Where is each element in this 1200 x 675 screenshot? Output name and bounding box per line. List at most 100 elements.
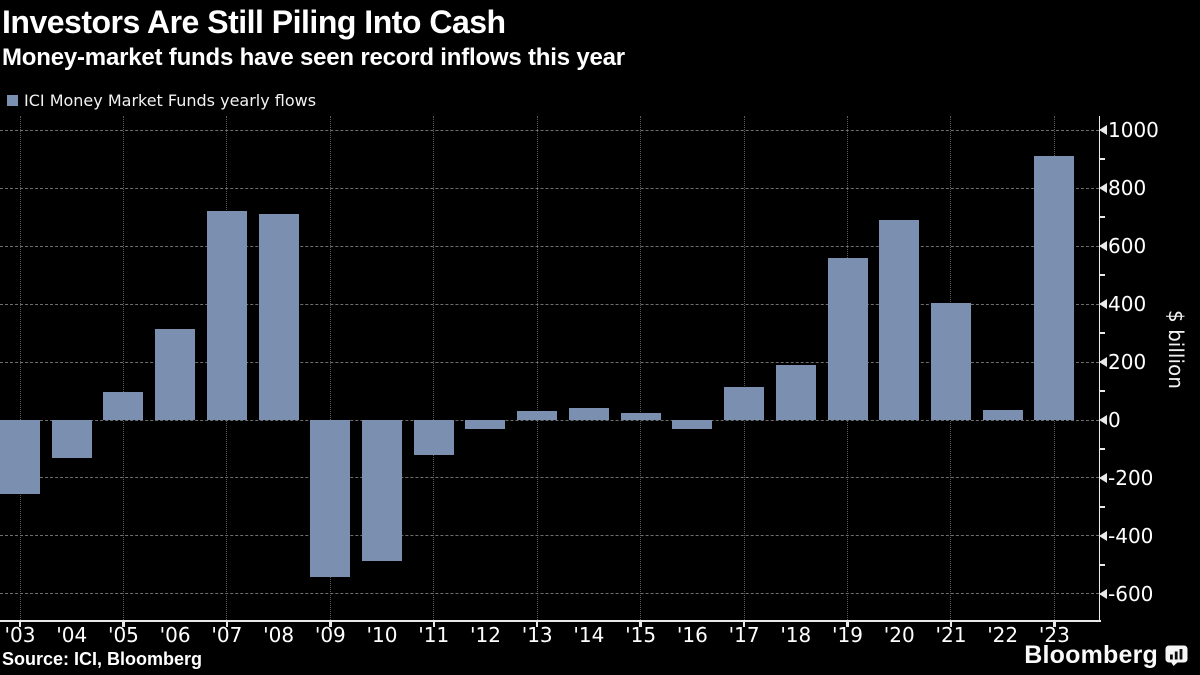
bar [517, 411, 558, 421]
bar [879, 220, 920, 420]
y-minor-tick [1099, 332, 1105, 335]
y-tick-label: -400 [1108, 523, 1154, 548]
h-gridline [0, 129, 1099, 131]
x-tick-label: '14 [573, 623, 605, 647]
bar [103, 392, 144, 421]
bar [930, 302, 971, 421]
x-tick [535, 621, 539, 627]
x-tick-label: '15 [625, 623, 657, 647]
x-tick [639, 621, 642, 627]
y-major-tick [1099, 472, 1107, 483]
y-major-tick [1099, 125, 1107, 136]
x-tick-label: '18 [780, 623, 812, 647]
bar [206, 211, 247, 420]
x-tick [846, 621, 849, 627]
page-title: Investors Are Still Piling Into Cash [2, 4, 506, 40]
h-gridline [0, 419, 1099, 421]
x-tick [432, 621, 435, 627]
v-gridline [536, 116, 538, 620]
bar [724, 386, 765, 421]
x-tick [949, 621, 953, 627]
y-major-tick [1099, 241, 1107, 252]
x-tick-label: '06 [159, 623, 191, 647]
bar [827, 257, 868, 421]
x-tick-label: '20 [883, 623, 915, 647]
bar [0, 420, 40, 494]
bar [310, 420, 351, 577]
x-tick-label: '21 [935, 623, 967, 647]
v-gridline [433, 116, 435, 620]
bar [465, 420, 506, 429]
bar [982, 409, 1023, 421]
chart-subtitle: Money-market funds have seen record infl… [2, 44, 625, 71]
x-tick-label: '12 [469, 623, 501, 647]
bar [620, 412, 661, 420]
legend: ICI Money Market Funds yearly flows [7, 91, 316, 110]
h-gridline [0, 187, 1099, 189]
x-tick-label: '17 [728, 623, 760, 647]
x-tick-label: '11 [418, 623, 450, 647]
x-tick-label: '22 [987, 623, 1019, 647]
bar [1034, 156, 1075, 421]
bar [362, 420, 403, 561]
h-gridline [0, 303, 1099, 305]
y-tick-label: -600 [1108, 581, 1154, 606]
x-tick-label: '09 [314, 623, 346, 647]
y-tick-label: -200 [1108, 465, 1154, 490]
y-tick-label: 200 [1108, 350, 1147, 375]
bar [258, 214, 299, 420]
x-tick-label: '13 [521, 623, 553, 647]
h-gridline [0, 593, 1099, 595]
y-axis-line [1098, 116, 1100, 622]
y-major-tick [1099, 588, 1107, 599]
bar [155, 328, 196, 420]
v-gridline [19, 116, 21, 620]
x-tick-label: '10 [366, 623, 398, 647]
x-tick [18, 621, 22, 627]
x-tick-label: '19 [832, 623, 863, 647]
bloomberg-wordmark: Bloomberg [1024, 641, 1158, 669]
x-tick [742, 621, 746, 627]
y-minor-tick [1099, 274, 1105, 277]
bar [51, 420, 92, 458]
v-gridline [743, 116, 745, 620]
x-tick-label: '16 [676, 623, 708, 647]
x-tick [1053, 621, 1056, 627]
source-note: Source: ICI, Bloomberg [2, 649, 203, 669]
bar [672, 420, 713, 429]
y-minor-tick [1099, 390, 1105, 393]
bar [775, 364, 816, 421]
y-minor-tick [1099, 563, 1105, 566]
x-tick-label: '05 [107, 623, 139, 647]
y-minor-tick [1099, 216, 1105, 219]
bloomberg-terminal-icon [1165, 645, 1188, 666]
y-tick-label: 0 [1108, 408, 1121, 433]
y-tick-label: 800 [1108, 176, 1147, 201]
y-tick-label: 1000 [1108, 118, 1159, 143]
x-tick [225, 621, 229, 627]
y-major-tick [1099, 299, 1107, 310]
h-gridline [0, 477, 1099, 479]
h-gridline [0, 361, 1099, 363]
y-major-tick [1099, 415, 1107, 426]
legend-swatch-icon [7, 95, 18, 106]
y-axis-title: $ billion [1164, 310, 1188, 389]
v-gridline [329, 116, 331, 620]
h-gridline [0, 245, 1099, 247]
y-major-tick [1099, 357, 1107, 368]
y-major-tick [1099, 530, 1107, 541]
x-tick [122, 621, 125, 627]
v-gridline [640, 116, 642, 620]
bar [413, 420, 454, 455]
y-tick-label: 400 [1108, 292, 1147, 317]
y-major-tick [1099, 183, 1107, 194]
v-gridline [122, 116, 124, 620]
x-tick-label: '23 [1038, 623, 1070, 647]
bar [568, 408, 609, 420]
y-minor-tick [1099, 448, 1105, 450]
x-tick-label: '04 [56, 623, 88, 647]
h-gridline [0, 535, 1099, 537]
y-tick-label: 600 [1108, 234, 1147, 259]
